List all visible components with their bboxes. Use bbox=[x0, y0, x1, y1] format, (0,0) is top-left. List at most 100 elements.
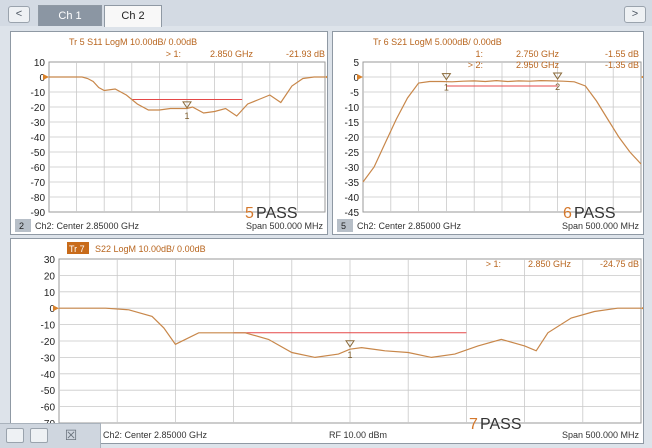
y-tick-label: -50 bbox=[41, 386, 56, 397]
y-tick-label: -40 bbox=[345, 193, 360, 204]
marker-readout-frequency: 2.950 GHz bbox=[516, 60, 560, 70]
maximize-window-button[interactable] bbox=[30, 428, 48, 443]
y-tick-label: -40 bbox=[41, 370, 56, 381]
marker-readout-value: -21.93 dB bbox=[286, 49, 325, 59]
y-tick-label: -20 bbox=[31, 103, 46, 114]
y-tick-label: -60 bbox=[31, 163, 46, 174]
reference-level-arrow-right bbox=[641, 307, 643, 310]
marker-triangle[interactable] bbox=[552, 72, 563, 80]
reference-level-arrow-left bbox=[357, 74, 363, 80]
footer-rf-power: RF 10.00 dBm bbox=[329, 430, 387, 440]
footer-span: Span 500.000 MHz bbox=[246, 221, 324, 231]
pass-number: 6 bbox=[563, 205, 572, 222]
tab-ch1[interactable]: Ch 1 bbox=[38, 5, 102, 26]
reference-level-arrow-left bbox=[53, 305, 59, 312]
reference-level-arrow-right bbox=[641, 75, 643, 79]
marker-readout-frequency: 2.850 GHz bbox=[210, 49, 254, 59]
trace-badge-label: Tr 7 bbox=[69, 244, 85, 254]
channel-badge[interactable] bbox=[337, 219, 353, 232]
trace-chart-p2: 5 0 -5 -10 -15 -20 -25 -30 -35 -40 -45 1 2 Tr 6 S21 L… bbox=[337, 37, 643, 232]
reference-level-arrow-left bbox=[43, 74, 49, 80]
footer-center-frequency: Ch2: Center 2.85000 GHz bbox=[357, 221, 462, 231]
close-icon: ☒ bbox=[64, 427, 78, 443]
footer-span: Span 500.000 MHz bbox=[562, 221, 640, 231]
y-tick-label: -5 bbox=[350, 88, 359, 99]
marker-number-label: 1 bbox=[347, 350, 352, 360]
tab-ch2[interactable]: Ch 2 bbox=[104, 5, 162, 27]
marker-number-label: 1 bbox=[444, 83, 449, 93]
channel-badge[interactable] bbox=[15, 219, 31, 232]
y-tick-label: -70 bbox=[31, 178, 46, 189]
pass-number: 5 bbox=[245, 205, 254, 222]
y-tick-label: 0 bbox=[39, 73, 45, 84]
marker-readout-id: 1: bbox=[475, 49, 483, 59]
trace-line bbox=[362, 79, 642, 183]
y-tick-label: -35 bbox=[345, 178, 360, 189]
y-tick-label: 20 bbox=[44, 271, 56, 282]
y-tick-label: -10 bbox=[345, 103, 360, 114]
marker-readout-id: > 1: bbox=[166, 49, 181, 59]
trace-line bbox=[49, 76, 325, 117]
trace-chart-p1: 10 0 -10 -20 -30 -40 -50 -60 -70 -80 -90 1 Tr 5 S11 … bbox=[15, 37, 327, 232]
pass-number: 7 bbox=[469, 416, 478, 433]
chevron-left-icon: < bbox=[15, 8, 23, 20]
marker-readout-id: > 1: bbox=[486, 259, 501, 269]
y-tick-label: -30 bbox=[345, 163, 360, 174]
footer-center-frequency: Ch2: Center 2.85000 GHz bbox=[35, 221, 140, 231]
y-tick-label: -50 bbox=[31, 148, 46, 159]
y-tick-label: -25 bbox=[345, 148, 360, 159]
marker-readout-id: > 2: bbox=[468, 60, 483, 70]
reference-level-arrow-right bbox=[325, 75, 327, 79]
close-window-button[interactable]: ☒ bbox=[62, 428, 80, 443]
y-tick-label: -20 bbox=[345, 133, 360, 144]
trace-header: Tr 6 S21 LogM 5.000dB/ 0.00dB bbox=[373, 37, 502, 47]
scroll-right-button[interactable]: > bbox=[624, 6, 646, 23]
trace-pane-s21[interactable]: 5 0 -5 -10 -15 -20 -25 -30 -35 -40 -45 1 2 Tr 6 S21 L… bbox=[332, 31, 644, 235]
marker-readout-frequency: 2.850 GHz bbox=[528, 259, 572, 269]
y-tick-label: -80 bbox=[31, 193, 46, 204]
y-tick-label: -90 bbox=[31, 208, 46, 219]
y-tick-label: 10 bbox=[34, 58, 46, 69]
y-tick-label: -45 bbox=[345, 208, 360, 219]
y-tick-label: 0 bbox=[353, 73, 359, 84]
footer-center-frequency: Ch2: Center 2.85000 GHz bbox=[103, 430, 208, 440]
marker-triangle[interactable] bbox=[345, 340, 355, 348]
marker-readout-value: -1.35 dB bbox=[605, 60, 639, 70]
trace-badge[interactable] bbox=[67, 242, 89, 254]
y-tick-label: -15 bbox=[345, 118, 360, 129]
marker-readout-frequency: 2.750 GHz bbox=[516, 49, 560, 59]
trace-header: Tr 5 S11 LogM 10.00dB/ 0.00dB bbox=[69, 37, 197, 47]
y-tick-label: -60 bbox=[41, 403, 56, 414]
scroll-left-button[interactable]: < bbox=[8, 6, 30, 23]
y-tick-label: 30 bbox=[44, 255, 56, 266]
pass-label: PASS bbox=[480, 416, 522, 433]
trace-pane-s11[interactable]: 10 0 -10 -20 -30 -40 -50 -60 -70 -80 -90 1 Tr 5 S11 … bbox=[10, 31, 328, 235]
marker-readout-value: -1.55 dB bbox=[605, 49, 639, 59]
marker-number-label: 2 bbox=[555, 82, 560, 92]
y-tick-label: 10 bbox=[44, 288, 56, 299]
y-tick-label: -20 bbox=[41, 337, 56, 348]
footer-span: Span 500.000 MHz bbox=[562, 430, 640, 440]
pass-label: PASS bbox=[256, 205, 298, 222]
y-tick-label: -10 bbox=[41, 321, 56, 332]
channel-badge-label: 2 bbox=[19, 221, 24, 231]
window-toolbar: ☒ bbox=[0, 423, 101, 448]
y-tick-label: 0 bbox=[49, 304, 55, 315]
trace-line bbox=[59, 307, 641, 359]
marker-readout-value: -24.75 dB bbox=[600, 259, 639, 269]
y-tick-label: -10 bbox=[31, 88, 46, 99]
restore-window-button[interactable] bbox=[6, 428, 24, 443]
channel-badge-label: 5 bbox=[341, 221, 346, 231]
chevron-right-icon: > bbox=[631, 8, 639, 20]
pass-label: PASS bbox=[574, 205, 616, 222]
marker-triangle[interactable] bbox=[182, 101, 192, 109]
marker-triangle[interactable] bbox=[441, 73, 452, 81]
y-tick-label: -30 bbox=[31, 118, 46, 129]
marker-number-label: 1 bbox=[184, 111, 189, 121]
channel-tab-bar: < Ch 1 Ch 2 > bbox=[0, 0, 652, 27]
y-tick-label: -40 bbox=[31, 133, 46, 144]
y-tick-label: 5 bbox=[353, 58, 359, 69]
trace-header: S22 LogM 10.00dB/ 0.00dB bbox=[95, 244, 206, 254]
